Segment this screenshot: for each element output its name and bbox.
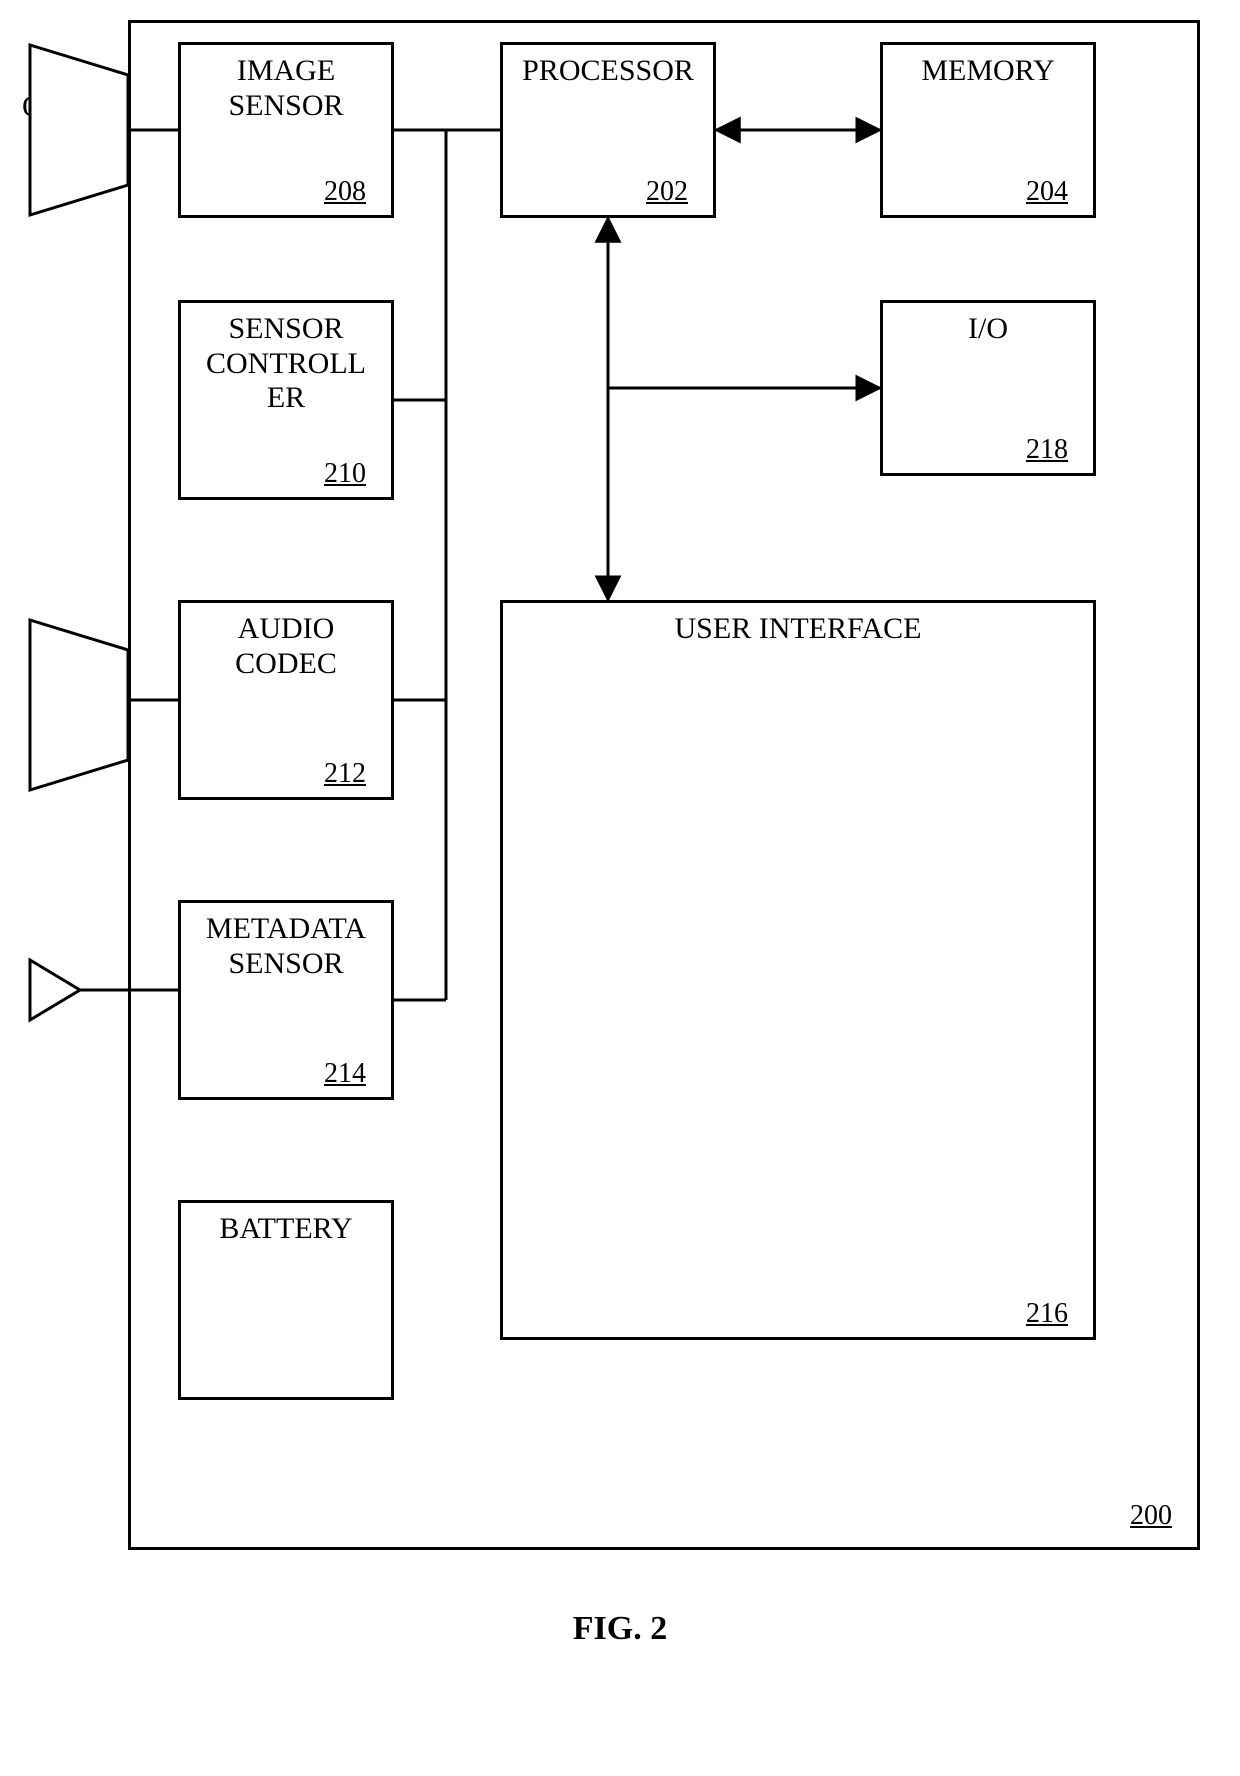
diagram-stage: 200 IMAGE SENSOR 208 PROCESSOR 202 MEMOR… — [0, 0, 1240, 1776]
diagram-svg — [0, 0, 1240, 1776]
figure-caption: FIG. 2 — [520, 1610, 720, 1648]
